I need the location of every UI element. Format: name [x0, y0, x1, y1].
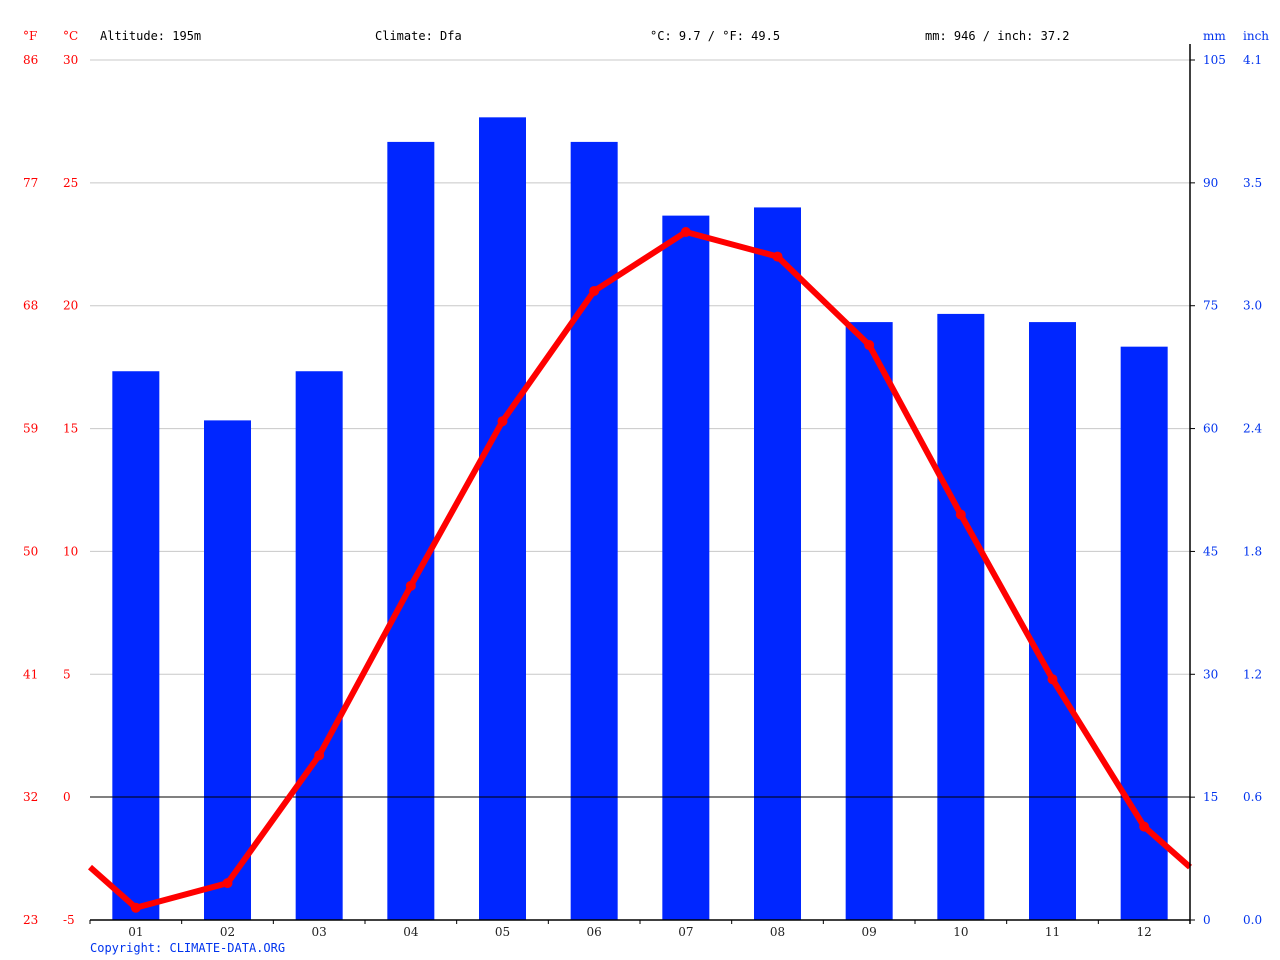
month-label: 04 [403, 925, 419, 939]
celsius-tick-label: 30 [63, 53, 78, 67]
inch-tick-label: 3.0 [1243, 299, 1262, 313]
x-axis-ticks: 01 02 03 04 05 06 07 08 09 10 11 12 [89, 920, 1191, 939]
month-label: 09 [862, 925, 877, 939]
fahrenheit-tick-label: 23 [23, 913, 38, 927]
celsius-tick-label: 0 [63, 790, 71, 804]
month-label: 10 [953, 925, 968, 939]
temperature-point [680, 227, 691, 237]
temperature-point [222, 878, 233, 889]
precipitation-bar [479, 117, 526, 921]
mm-tick-label: 30 [1203, 667, 1218, 681]
y-axis-ticks: 86 30 105 4.177 25 90 3.568 20 75 3.059 15 60 2.450 1… [23, 53, 1262, 927]
month-label: 11 [1045, 925, 1060, 939]
fahrenheit-tick-label: 86 [23, 53, 38, 67]
inch-tick-label: 4.1 [1243, 53, 1262, 67]
celsius-tick-label: 15 [63, 422, 78, 436]
month-label: 07 [678, 925, 693, 939]
celsius-tick-label: 20 [63, 299, 78, 313]
temperature-point [1139, 821, 1150, 832]
temperature-point [772, 251, 783, 262]
temperature-point [864, 340, 875, 351]
precipitation-bar [204, 420, 251, 920]
precipitation-bar [387, 141, 435, 920]
celsius-unit-label: °C [63, 29, 78, 43]
temperature-point [314, 750, 325, 761]
gridlines [90, 59, 1190, 675]
mm-tick-label: 90 [1203, 176, 1218, 190]
altitude-label: Altitude: 195m [100, 29, 201, 43]
month-label: 12 [1137, 925, 1152, 939]
inch-tick-label: 2.4 [1243, 422, 1262, 436]
precipitation-bar [845, 322, 893, 921]
mm-tick-label: 45 [1203, 544, 1218, 558]
inch-tick-label: 0.6 [1243, 790, 1262, 804]
fahrenheit-tick-label: 32 [23, 790, 38, 804]
fahrenheit-tick-label: 50 [23, 544, 38, 558]
fahrenheit-tick-label: 68 [23, 299, 38, 313]
mm-tick-label: 60 [1203, 422, 1218, 436]
fahrenheit-tick-label: 59 [23, 422, 38, 436]
temperature-point [405, 580, 416, 591]
celsius-tick-label: 5 [63, 667, 71, 681]
month-label: 05 [495, 925, 510, 939]
inch-tick-label: 3.5 [1243, 176, 1262, 190]
temperature-average-label: °C: 9.7 / °F: 49.5 [650, 29, 780, 43]
temperature-polyline [88, 229, 1192, 911]
temperature-line [88, 227, 1192, 913]
precipitation-total-label: mm: 946 / inch: 37.2 [925, 29, 1070, 43]
precipitation-bar [112, 371, 160, 920]
precipitation-bar [662, 215, 710, 921]
celsius-tick-label: 10 [63, 544, 78, 558]
temperature-point [955, 509, 966, 520]
mm-tick-label: 105 [1203, 53, 1226, 67]
mm-unit-label: mm [1203, 29, 1226, 43]
mm-tick-label: 15 [1203, 790, 1218, 804]
inch-unit-label: inch [1243, 29, 1269, 43]
mm-tick-label: 75 [1203, 299, 1218, 313]
temperature-point [130, 902, 141, 913]
copyright-link[interactable]: Copyright: CLIMATE-DATA.ORG [90, 941, 285, 955]
fahrenheit-tick-label: 41 [23, 667, 38, 681]
precipitation-bar [570, 141, 618, 920]
temperature-point [497, 416, 508, 427]
temperature-point [1047, 674, 1058, 685]
precipitation-bar [1120, 346, 1168, 921]
month-label: 01 [128, 925, 143, 939]
inch-tick-label: 0.0 [1243, 913, 1262, 927]
month-label: 06 [587, 925, 602, 939]
fahrenheit-tick-label: 77 [23, 176, 38, 190]
celsius-tick-label: -5 [63, 913, 75, 927]
month-label: 02 [220, 925, 235, 939]
precipitation-bar [1029, 322, 1076, 921]
precipitation-bar [295, 371, 343, 920]
month-label: 08 [770, 925, 785, 939]
climate-label: Climate: Dfa [375, 29, 462, 43]
precipitation-bars [112, 117, 1168, 921]
mm-tick-label: 0 [1203, 913, 1211, 927]
fahrenheit-unit-label: °F [23, 29, 37, 43]
month-label: 03 [312, 925, 327, 939]
precipitation-bar [754, 207, 801, 920]
temperature-point [589, 285, 600, 296]
precipitation-bar [937, 313, 985, 920]
inch-tick-label: 1.2 [1243, 667, 1262, 681]
inch-tick-label: 1.8 [1243, 544, 1262, 558]
celsius-tick-label: 25 [63, 176, 78, 190]
